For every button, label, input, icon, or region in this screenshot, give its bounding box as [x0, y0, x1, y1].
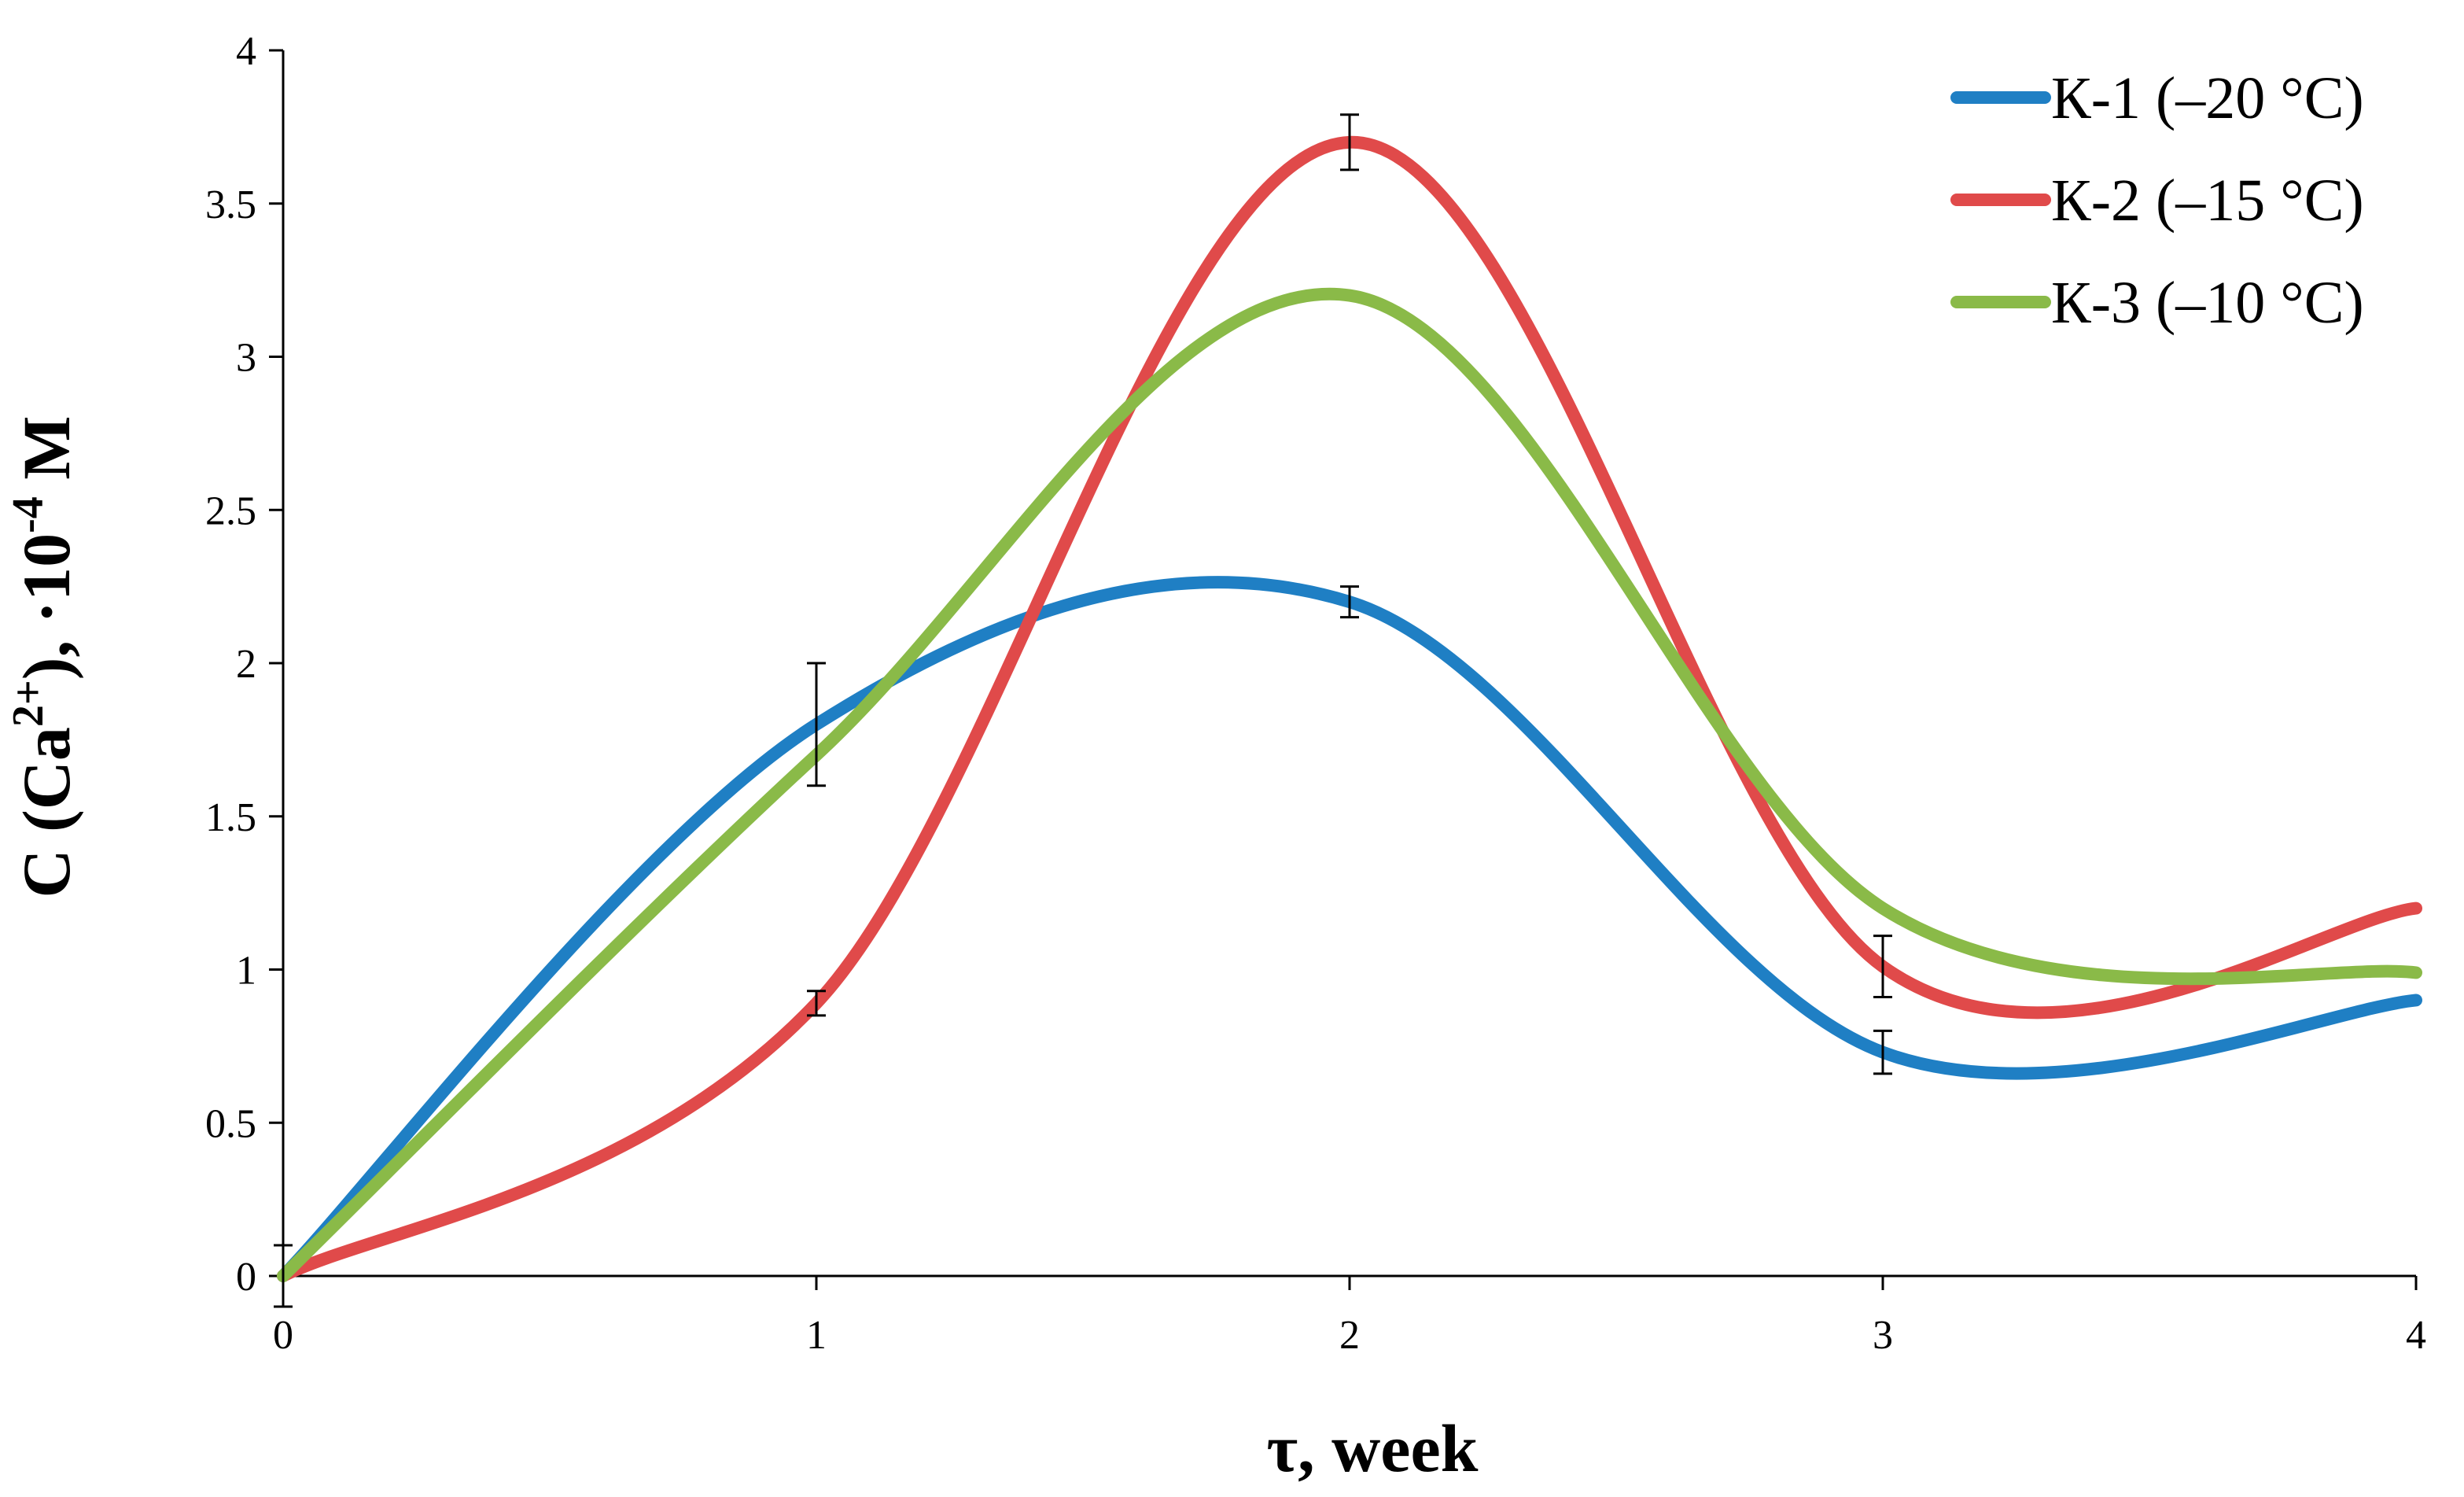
axes — [282, 50, 2416, 1278]
legend-label-k1: К-1 (–20 °C) — [2051, 65, 2364, 131]
x-tick-label: 1 — [806, 1313, 827, 1358]
series-line-k1 — [277, 576, 2422, 1282]
legend-label-k2: К-2 (–15 °C) — [2051, 168, 2364, 234]
y-tick-label: 3 — [236, 336, 256, 381]
error-bar-k1 — [1873, 1029, 1892, 1075]
y-tick-label: 0.5 — [205, 1101, 256, 1146]
y-tick-label: 2 — [236, 642, 256, 687]
legend-entry-k1: К-1 (–20 °C) — [1950, 65, 2364, 131]
x-tick-label: 3 — [1873, 1313, 1893, 1358]
y-axis-title-part: ), ·10 — [9, 533, 84, 680]
y-axis-title: C (Ca2+), ·10-4 M — [4, 416, 84, 898]
y-tick-label: 3.5 — [205, 183, 256, 227]
series-line-k3 — [277, 287, 2422, 1282]
x-tick-label: 0 — [273, 1313, 293, 1358]
y-axis-title-part: C (Ca — [9, 727, 84, 898]
error-bar-k1 — [1340, 585, 1359, 619]
error-bars — [274, 113, 1892, 1308]
y-axis-title-sup: 2+ — [4, 680, 53, 727]
error-bar-k2 — [807, 990, 826, 1017]
error-bar-k2 — [1873, 935, 1892, 999]
x-axis-title: τ, week — [1267, 1410, 1479, 1486]
y-axis-title-part: M — [9, 416, 84, 497]
error-bar-k1 — [807, 662, 826, 787]
x-tick-label: 4 — [2406, 1313, 2426, 1358]
error-bar-k1 — [274, 1244, 293, 1308]
legend-label-k3: К-3 (–10 °C) — [2051, 270, 2364, 336]
y-tick-label: 2.5 — [205, 489, 256, 533]
legend-entry-k3: К-3 (–10 °C) — [1950, 270, 2364, 336]
legend: К-1 (–20 °C) К-2 (–15 °C) К-3 (–10 °C) — [1950, 65, 2364, 336]
y-tick-label: 0 — [236, 1255, 256, 1300]
y-tick-label: 1.5 — [205, 795, 256, 840]
y-tick-label: 1 — [236, 949, 256, 994]
x-tick-label: 2 — [1339, 1313, 1360, 1358]
legend-entry-k2: К-2 (–15 °C) — [1950, 168, 2364, 234]
error-bar-k2 — [1340, 113, 1359, 171]
ticks: 0 0.5 1 1.5 2 2.5 3 3.5 4 0 1 2 3 4 — [205, 29, 2426, 1358]
y-tick-label: 4 — [236, 29, 256, 74]
y-axis-title-sup: -4 — [4, 496, 53, 533]
